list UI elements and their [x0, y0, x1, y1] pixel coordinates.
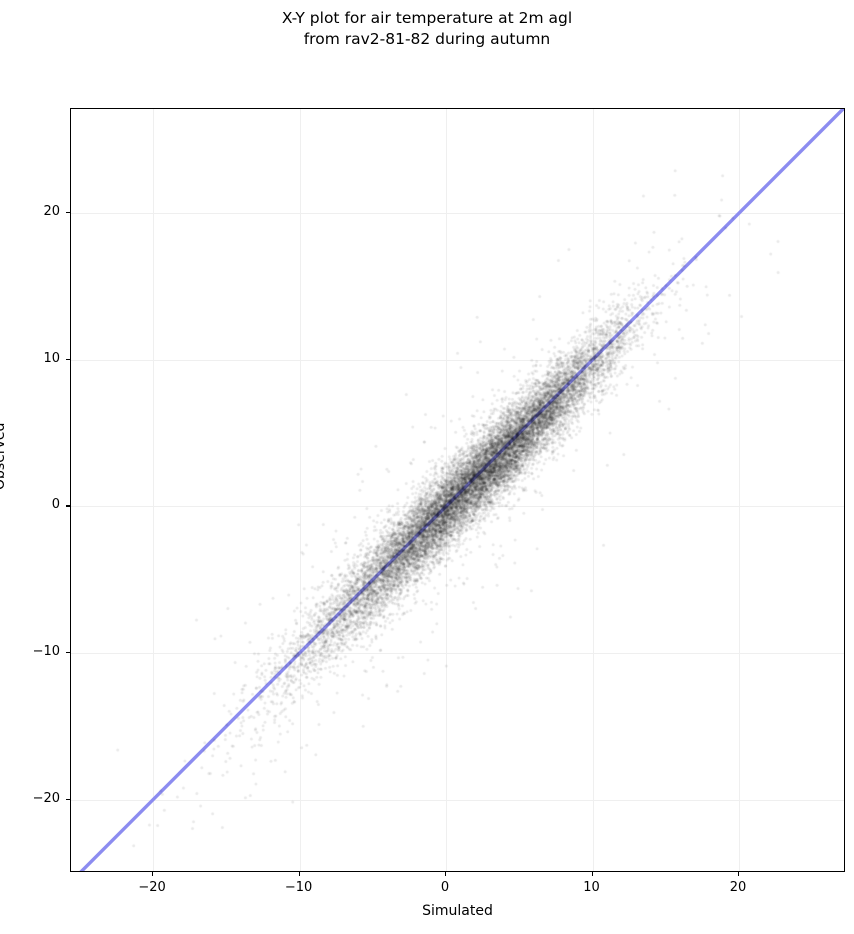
- y-tick-mark: [66, 798, 70, 800]
- page-title: X-Y plot for air temperature at 2m agl f…: [0, 8, 854, 50]
- x-tick-label: 20: [729, 880, 747, 895]
- y-axis-label: Observed: [0, 422, 8, 490]
- y-tick-label: 0: [51, 497, 60, 513]
- y-tick-label: 20: [43, 204, 60, 220]
- x-axis-label: Simulated: [422, 903, 493, 919]
- x-tick-label: 0: [440, 880, 450, 895]
- x-tick-label: −10: [284, 880, 313, 895]
- x-tick-label: −20: [138, 880, 166, 895]
- y-tick-mark: [66, 358, 70, 360]
- y-tick-label: 10: [43, 350, 60, 366]
- chart-title-line-1: X-Y plot for air temperature at 2m agl: [281, 9, 573, 27]
- y-tick-label: −20: [32, 790, 60, 806]
- y-tick-mark: [66, 505, 70, 507]
- chart-title-line-2: from rav2-81-82 during autumn: [303, 30, 551, 48]
- y-tick-mark: [66, 212, 70, 214]
- x-tick-mark: [298, 872, 300, 876]
- plot-area: [70, 108, 845, 872]
- y-tick-mark: [66, 652, 70, 654]
- x-tick-mark: [445, 872, 447, 876]
- scatter-point-cloud: [71, 109, 844, 871]
- y-tick-label: −10: [32, 644, 60, 660]
- x-tick-mark: [738, 872, 740, 876]
- x-tick-mark: [152, 872, 154, 876]
- x-tick-label: 10: [583, 880, 600, 895]
- x-tick-mark: [591, 872, 593, 876]
